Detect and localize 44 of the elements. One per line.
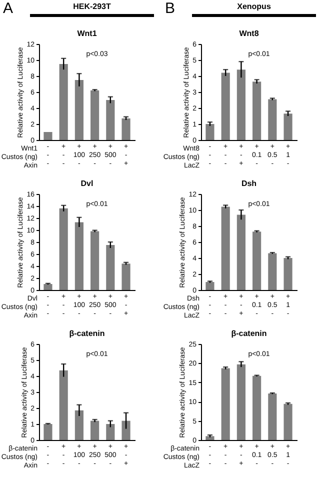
bar xyxy=(284,114,292,140)
chart-title: β-catenin xyxy=(231,329,267,338)
bar xyxy=(252,82,262,140)
bar xyxy=(59,64,68,140)
bar xyxy=(284,404,292,440)
bar xyxy=(74,80,84,140)
bar xyxy=(44,284,52,290)
bar xyxy=(90,231,100,290)
bar xyxy=(206,282,214,290)
bar xyxy=(122,264,130,290)
bar xyxy=(206,436,214,440)
bar xyxy=(44,132,52,140)
bar xyxy=(221,206,230,290)
bar xyxy=(252,376,262,440)
bar xyxy=(106,100,115,140)
bar xyxy=(221,72,230,140)
bar xyxy=(90,90,100,140)
bar xyxy=(122,420,130,440)
chart-title: Wnt8 xyxy=(239,29,260,38)
bar xyxy=(268,394,277,440)
text: HEK-293T xyxy=(72,2,112,11)
bar xyxy=(268,253,277,290)
bar xyxy=(74,410,84,440)
bar xyxy=(252,232,262,290)
bar xyxy=(44,424,52,440)
chart-title: Dvl xyxy=(80,179,94,188)
bar xyxy=(236,364,246,440)
chart-title: β-catenin xyxy=(69,329,105,338)
bar xyxy=(106,424,115,440)
text: A xyxy=(3,0,14,17)
bar xyxy=(74,222,84,290)
chart-title: Dsh xyxy=(241,179,257,188)
bar xyxy=(106,245,115,290)
text: Xenopus xyxy=(236,2,272,11)
bar xyxy=(122,118,130,140)
bar xyxy=(284,258,292,290)
bar xyxy=(236,70,246,140)
bar xyxy=(59,370,68,440)
bar xyxy=(221,368,230,440)
bar xyxy=(59,208,68,290)
bar xyxy=(268,99,277,140)
text: B xyxy=(165,0,176,17)
chart-title: Wnt1 xyxy=(77,29,98,38)
bar xyxy=(236,214,246,290)
